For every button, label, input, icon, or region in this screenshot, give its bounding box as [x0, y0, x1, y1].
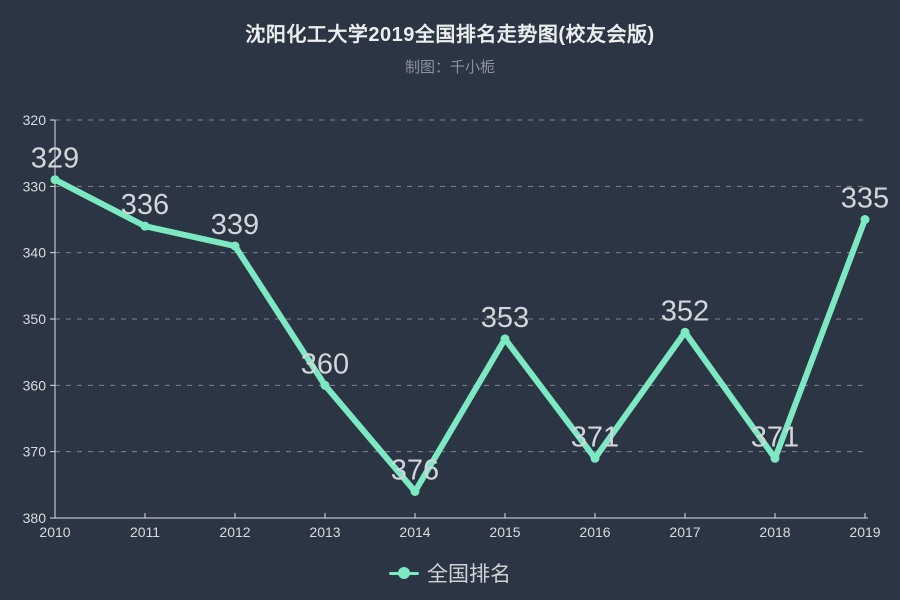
x-tick-label: 2012	[219, 524, 250, 540]
data-point-label: 360	[301, 348, 349, 380]
y-tick-label: 320	[23, 112, 47, 128]
data-point-label: 329	[31, 143, 79, 175]
legend-dot-icon	[398, 567, 410, 579]
x-tick-label: 2016	[579, 524, 610, 540]
x-tick-label: 2018	[759, 524, 790, 540]
x-tick-label: 2019	[849, 524, 880, 540]
chart-subtitle: 制图：千小栀	[404, 59, 495, 76]
legend-line-dot-icon	[389, 566, 419, 580]
y-tick-label: 350	[23, 311, 47, 327]
data-point-label: 339	[211, 209, 259, 241]
data-point[interactable]	[320, 380, 330, 390]
chart-header: 沈阳化工大学2019全国排名走势图(校友会版) 制图：千小栀	[0, 0, 900, 77]
data-point[interactable]	[680, 327, 690, 337]
data-point[interactable]	[230, 241, 240, 251]
data-point[interactable]	[140, 221, 150, 231]
data-point[interactable]	[410, 486, 420, 496]
data-point-label: 371	[751, 421, 799, 453]
x-tick-label: 2013	[309, 524, 340, 540]
x-tick-label: 2014	[399, 524, 430, 540]
data-point-label: 371	[571, 421, 619, 453]
data-point[interactable]	[50, 175, 60, 185]
y-tick-label: 380	[23, 510, 47, 526]
data-point-label: 336	[121, 189, 169, 221]
y-tick-label: 340	[23, 245, 47, 261]
x-tick-label: 2017	[669, 524, 700, 540]
data-point[interactable]	[770, 453, 780, 463]
x-tick-label: 2011	[130, 524, 160, 540]
data-point-label: 335	[841, 183, 889, 215]
legend-label: 全国排名	[427, 563, 511, 586]
y-tick-label: 330	[23, 178, 47, 194]
y-tick-label: 370	[23, 444, 47, 460]
ranking-trend-line	[52, 176, 868, 495]
x-tick-label: 2010	[39, 524, 70, 540]
chart-title: 沈阳化工大学2019全国排名走势图(校友会版)	[245, 24, 655, 46]
y-tick-label: 360	[23, 377, 47, 393]
data-point-label: 376	[391, 454, 439, 486]
data-point-label: 353	[481, 302, 529, 334]
data-point[interactable]	[500, 334, 510, 344]
data-point-label: 352	[661, 295, 709, 327]
legend-item-national-ranking[interactable]: 全国排名	[0, 558, 900, 588]
data-point[interactable]	[590, 453, 600, 463]
x-tick-label: 2015	[489, 524, 520, 540]
data-point[interactable]	[860, 215, 870, 224]
